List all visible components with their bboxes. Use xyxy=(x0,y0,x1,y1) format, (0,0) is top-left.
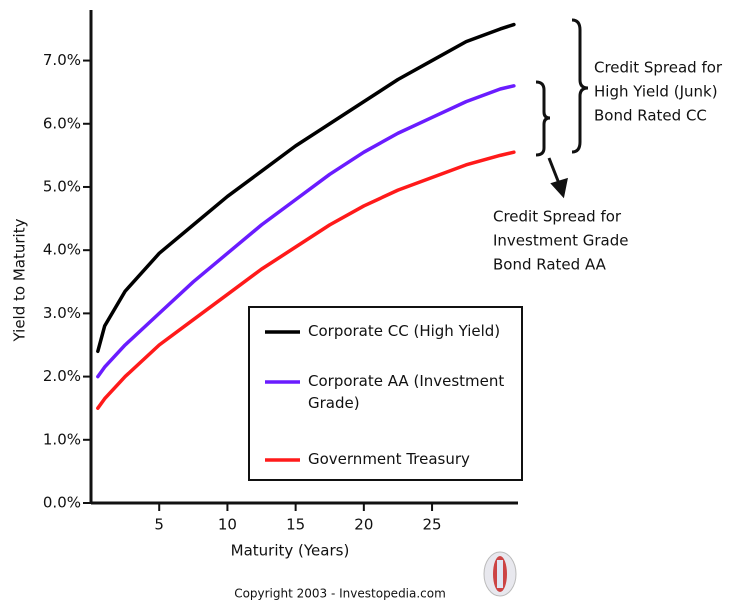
x-tick-label: 5 xyxy=(154,516,164,534)
annotation: Investment Grade xyxy=(493,232,628,250)
y-tick-label: 1.0% xyxy=(43,430,81,448)
annotation: Credit Spread for xyxy=(493,208,622,226)
x-axis-label: Maturity (Years) xyxy=(231,542,350,560)
y-tick-label: 5.0% xyxy=(43,177,81,195)
y-tick-label: 3.0% xyxy=(43,304,81,322)
annotation: High Yield (Junk) xyxy=(594,83,718,101)
legend-box xyxy=(248,306,523,481)
legend-label: Government Treasury xyxy=(308,450,470,468)
x-tick-label: 10 xyxy=(218,516,237,534)
y-tick-label: 4.0% xyxy=(43,241,81,259)
annotation: Bond Rated AA xyxy=(493,256,607,274)
series-line xyxy=(96,84,516,379)
brackets xyxy=(535,18,589,199)
annotation: Credit Spread for xyxy=(594,59,723,77)
y-tick-label: 2.0% xyxy=(43,367,81,385)
x-tick-label: 15 xyxy=(286,516,305,534)
x-tick-label: 25 xyxy=(423,516,442,534)
legend-label: Corporate CC (High Yield) xyxy=(308,322,501,340)
logo xyxy=(483,551,517,597)
legend-label-box: Corporate AA (Investment Grade) xyxy=(308,372,505,412)
annotation: Bond Rated CC xyxy=(594,107,707,125)
series-line xyxy=(96,22,516,354)
legend-label-box: Government Treasury xyxy=(308,450,470,468)
series-line xyxy=(96,150,516,410)
y-tick-label: 6.0% xyxy=(43,114,81,132)
y-tick-label: 0.0% xyxy=(43,494,81,512)
legend-label-box: Corporate CC (High Yield) xyxy=(308,322,501,340)
y-tick-label: 7.0% xyxy=(43,51,81,69)
y-axis-label: Yield to Maturity xyxy=(11,218,29,342)
x-tick-label: 20 xyxy=(354,516,373,534)
legend-label: Corporate AA (Investment Grade) xyxy=(308,372,505,412)
copyright: Copyright 2003 - Investopedia.com xyxy=(234,587,446,601)
